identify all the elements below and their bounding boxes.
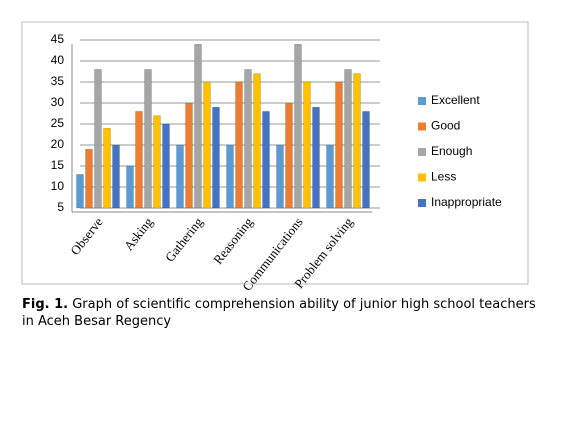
legend-swatch xyxy=(418,199,426,207)
y-tick-label: 15 xyxy=(51,158,65,172)
y-tick-label: 5 xyxy=(57,200,64,214)
bar xyxy=(312,106,320,209)
bar xyxy=(203,81,211,209)
y-tick-label: 10 xyxy=(51,179,65,193)
legend-swatch xyxy=(418,148,426,156)
legend-swatch xyxy=(418,173,426,182)
bar xyxy=(326,144,334,209)
y-tick-label: 25 xyxy=(51,116,65,130)
bar xyxy=(303,81,311,209)
legend-label: Excellent xyxy=(431,93,480,107)
x-tick-label: Observe xyxy=(67,214,106,258)
bar xyxy=(212,106,220,209)
y-tick-label: 35 xyxy=(51,74,65,88)
x-tick-label: Asking xyxy=(121,214,156,253)
bar xyxy=(262,111,270,209)
legend-swatch xyxy=(418,97,426,105)
bar xyxy=(176,144,184,209)
bar xyxy=(276,144,284,209)
legend-label: Enough xyxy=(431,144,472,158)
bar xyxy=(94,69,102,209)
chart: 5 10 15 20 25 30 35 40 45 Observe Asking Gathering R… xyxy=(21,21,529,290)
bar xyxy=(85,148,93,209)
bar xyxy=(285,102,293,209)
y-tick-label: 45 xyxy=(51,32,65,46)
bar xyxy=(244,69,252,209)
bar xyxy=(144,69,152,209)
y-tick-label: 20 xyxy=(51,137,65,151)
legend-label: Inappropriate xyxy=(431,195,502,209)
bar xyxy=(153,115,161,209)
bar xyxy=(194,43,202,209)
bar xyxy=(76,174,84,209)
bar xyxy=(253,73,261,209)
bar xyxy=(344,69,352,209)
legend-label: Good xyxy=(431,119,460,133)
bar xyxy=(126,165,134,209)
bar xyxy=(362,111,370,209)
x-tick-label: Reasoning xyxy=(210,214,256,267)
x-tick-label: Gathering xyxy=(162,214,206,265)
bar xyxy=(226,144,234,209)
legend-label: Less xyxy=(431,170,456,184)
bar xyxy=(294,43,302,209)
bar xyxy=(353,73,361,209)
chart-border xyxy=(21,21,529,285)
y-tick-label: 30 xyxy=(51,95,65,109)
caption-label: Fig. 1. xyxy=(22,297,69,312)
bar xyxy=(235,81,243,209)
bar xyxy=(162,123,170,209)
bar xyxy=(185,102,193,209)
caption: Fig. 1. Graph of scientific comprehensio… xyxy=(22,296,542,330)
y-tick-label: 40 xyxy=(51,53,65,67)
bar xyxy=(135,111,143,209)
caption-text: Graph of scientific comprehension abilit… xyxy=(22,297,536,329)
bar xyxy=(103,127,111,209)
bar xyxy=(335,81,343,209)
legend-swatch xyxy=(418,122,426,131)
bar xyxy=(112,144,120,209)
